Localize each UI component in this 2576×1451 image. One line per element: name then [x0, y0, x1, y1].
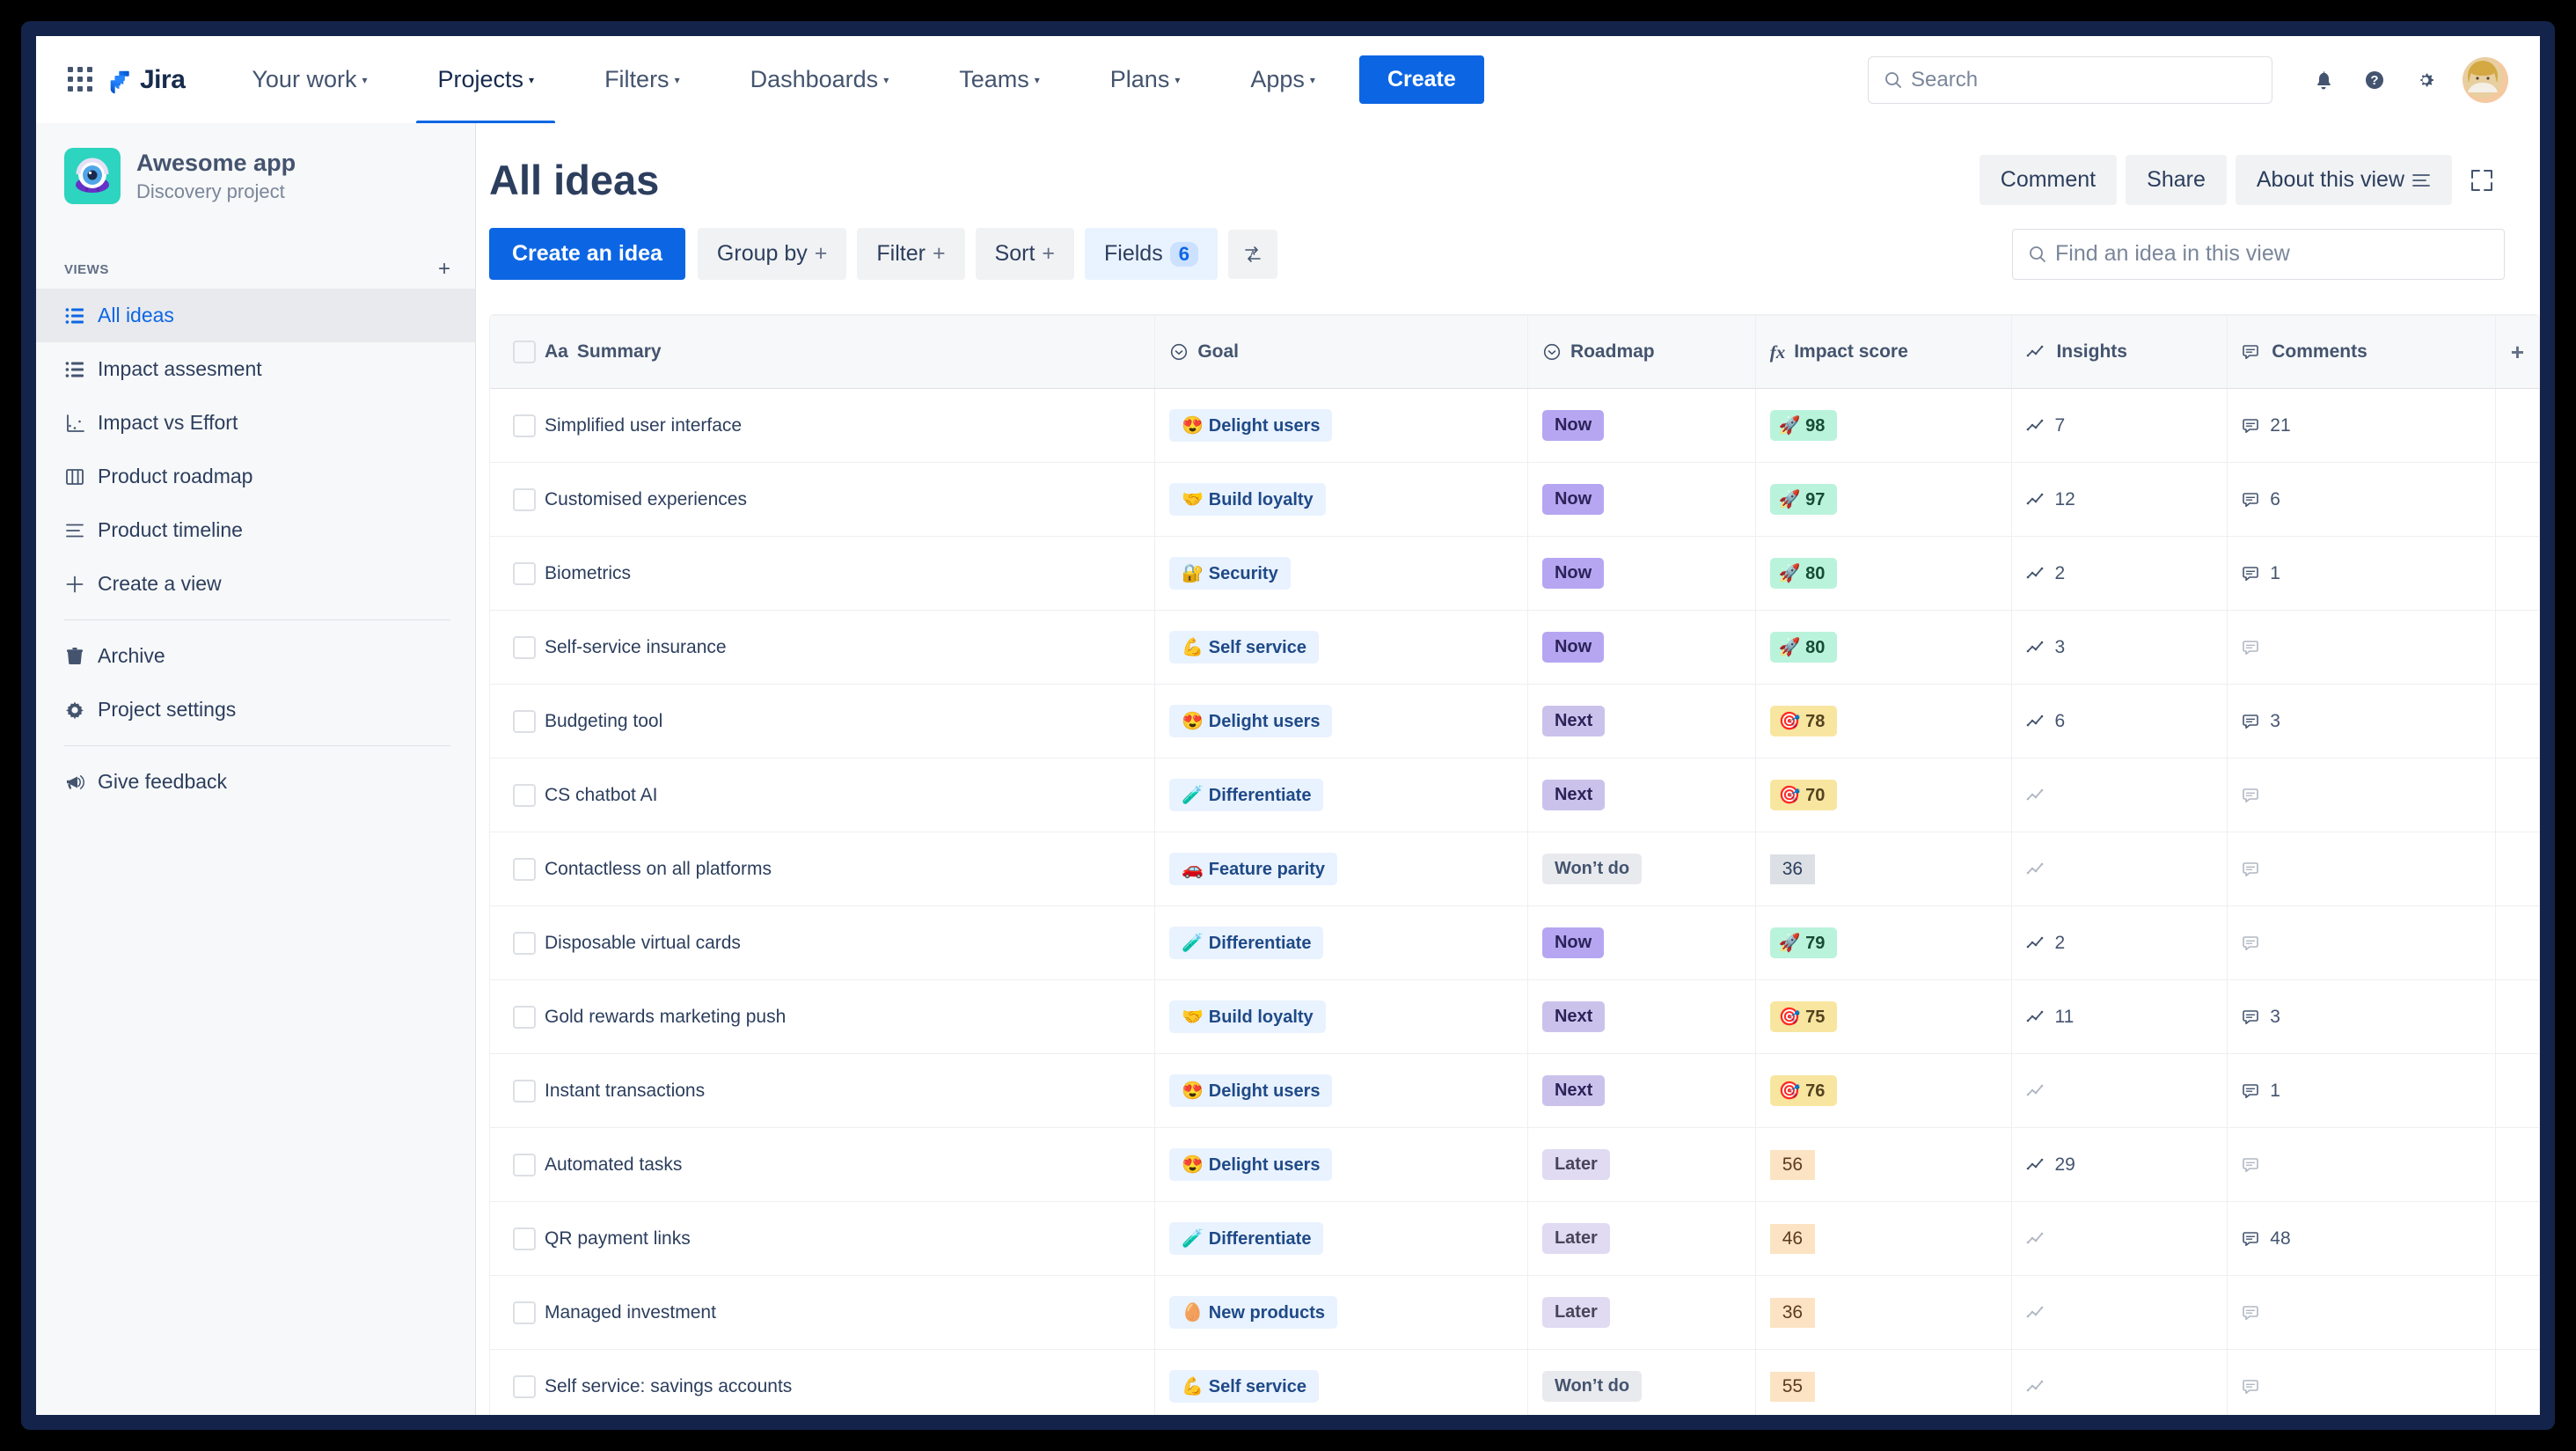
svg-text:?: ? [2370, 73, 2378, 88]
svg-text:A: A [1250, 251, 1255, 257]
